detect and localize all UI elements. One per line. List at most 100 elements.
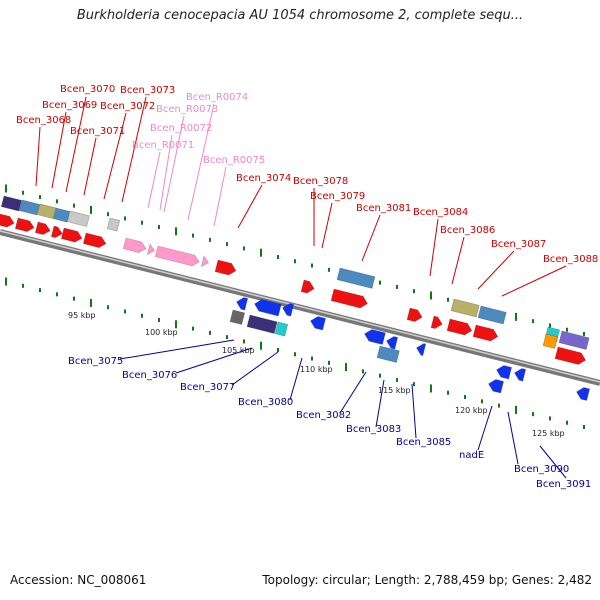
forward-gene[interactable] — [430, 315, 444, 330]
rna-gene[interactable] — [146, 243, 155, 256]
forward-gene[interactable] — [330, 288, 369, 309]
kbp-tick-label: 125 kbp — [532, 429, 565, 438]
leader-line — [121, 96, 147, 203]
domain-box[interactable] — [0, 195, 22, 212]
kbp-tick-label: 115 kbp — [378, 386, 411, 395]
leader-line — [361, 214, 381, 262]
domain-box[interactable] — [450, 298, 480, 318]
domain-box[interactable] — [336, 267, 376, 289]
forward-gene[interactable] — [446, 318, 473, 336]
forward-gene-label[interactable]: Bcen_3073 — [120, 85, 175, 96]
kbp-tick-label: 100 kbp — [145, 328, 178, 337]
reverse-gene[interactable] — [309, 315, 326, 331]
forward-gene[interactable] — [82, 232, 107, 249]
domain-box[interactable] — [66, 210, 90, 227]
leader-line — [237, 184, 263, 229]
reverse-gene[interactable] — [415, 342, 427, 356]
forward-gene[interactable] — [14, 217, 35, 233]
forward-gene[interactable] — [554, 346, 587, 366]
rna-gene[interactable] — [154, 245, 200, 267]
leader-line — [375, 379, 385, 428]
forward-gene[interactable] — [472, 324, 499, 342]
domain-box[interactable] — [542, 333, 559, 349]
forward-gene[interactable] — [300, 279, 316, 295]
forward-gene-label[interactable]: Bcen_3079 — [310, 191, 365, 202]
leader-line — [501, 265, 567, 297]
forward-gene-label[interactable]: Bcen_3074 — [236, 173, 291, 184]
forward-gene-label[interactable]: Bcen_3084 — [413, 207, 468, 218]
forward-gene-label[interactable]: Bcen_3069 — [42, 100, 97, 111]
reverse-gene-label[interactable]: Bcen_3080 — [238, 397, 293, 408]
forward-gene-label[interactable]: Bcen_3087 — [491, 239, 546, 250]
forward-gene-label[interactable]: Bcen_3070 — [60, 84, 115, 95]
domain-box[interactable] — [274, 321, 289, 337]
domain-box[interactable] — [36, 203, 56, 219]
forward-gene-label[interactable]: Bcen_3068 — [16, 115, 71, 126]
gene-features[interactable] — [0, 195, 591, 401]
forward-gene[interactable] — [406, 307, 424, 323]
forward-gene[interactable] — [60, 227, 83, 244]
forward-gene[interactable] — [34, 221, 51, 236]
domain-box[interactable] — [558, 330, 590, 350]
kbp-labels: 95 kbp 100 kbp 105 kbp 110 kbp 115 kbp 120 kb… — [68, 311, 565, 438]
reverse-gene-label[interactable]: Bcen_3091 — [536, 479, 591, 490]
leader-line — [451, 236, 465, 285]
leader-line — [539, 445, 567, 479]
leader-line — [175, 347, 253, 374]
reverse-gene[interactable] — [363, 328, 386, 345]
rna-gene-label[interactable]: Bcen_R0071 — [132, 140, 194, 151]
leader-line — [507, 411, 519, 465]
reverse-gene[interactable] — [575, 386, 591, 401]
forward-gene-label[interactable]: Bcen_3088 — [543, 254, 598, 265]
reverse-gene[interactable] — [495, 364, 512, 380]
leader-line — [119, 339, 235, 360]
rna-gene[interactable] — [122, 237, 147, 254]
leader-line — [321, 202, 333, 249]
rna-gene-label[interactable]: Bcen_R0072 — [150, 123, 212, 134]
forward-gene[interactable] — [106, 217, 121, 232]
rna-gene[interactable] — [200, 255, 209, 268]
forward-gene[interactable] — [50, 225, 63, 239]
domain-box[interactable] — [477, 305, 507, 325]
rna-gene-label[interactable]: Bcen_R0073 — [156, 104, 218, 115]
domain-box[interactable] — [376, 345, 400, 363]
kbp-tick-label: 105 kbp — [222, 346, 255, 355]
reverse-gene-label[interactable]: Bcen_3090 — [514, 464, 569, 475]
leader-line — [477, 405, 493, 451]
domain-box[interactable] — [52, 207, 70, 223]
reverse-gene[interactable] — [513, 367, 527, 382]
leader-line — [411, 383, 417, 439]
forward-gene-label[interactable]: Bcen_3072 — [100, 101, 155, 112]
domain-box[interactable] — [229, 309, 246, 325]
gene-labels[interactable]: Bcen_3068 Bcen_3069 Bcen_3070 Bcen_3071 Bcen… — [16, 84, 598, 490]
reverse-gene[interactable] — [253, 298, 282, 317]
reverse-gene-label[interactable]: Bcen_3076 — [122, 370, 177, 381]
map-title: Burkholderia cenocepacia AU 1054 chromos… — [76, 8, 524, 23]
forward-gene-label[interactable]: Bcen_3086 — [440, 225, 495, 236]
reverse-gene-label[interactable]: Bcen_3085 — [396, 437, 451, 448]
forward-gene-label[interactable]: Bcen_3078 — [293, 176, 348, 187]
kbp-tick-label: 120 kbp — [455, 406, 488, 415]
forward-gene[interactable] — [0, 213, 16, 229]
forward-gene[interactable] — [214, 259, 237, 277]
forward-gene-label[interactable]: Bcen_3081 — [356, 203, 411, 214]
reverse-gene[interactable] — [487, 378, 504, 394]
reverse-gene-label[interactable]: Bcen_3075 — [68, 356, 123, 367]
reverse-gene-label[interactable]: Bcen_3082 — [296, 410, 351, 421]
reverse-gene-label[interactable]: nadE — [459, 450, 484, 461]
kbp-tick-label: 110 kbp — [300, 365, 333, 374]
rna-gene-label[interactable]: Bcen_R0074 — [186, 92, 248, 103]
reverse-gene[interactable] — [235, 296, 249, 311]
reverse-gene-label[interactable]: Bcen_3083 — [346, 424, 401, 435]
leader-line — [289, 357, 303, 401]
domain-box[interactable] — [18, 199, 40, 216]
forward-gene-label[interactable]: Bcen_3071 — [70, 126, 125, 137]
reverse-gene-label[interactable]: Bcen_3077 — [180, 382, 235, 393]
reverse-gene[interactable] — [385, 335, 399, 350]
reverse-gene[interactable] — [281, 302, 295, 317]
domain-box[interactable] — [246, 314, 278, 334]
rna-gene-label[interactable]: Bcen_R0075 — [203, 155, 265, 166]
leader-line — [163, 115, 185, 213]
accession-label: Accession: NC_008061 — [10, 573, 147, 587]
